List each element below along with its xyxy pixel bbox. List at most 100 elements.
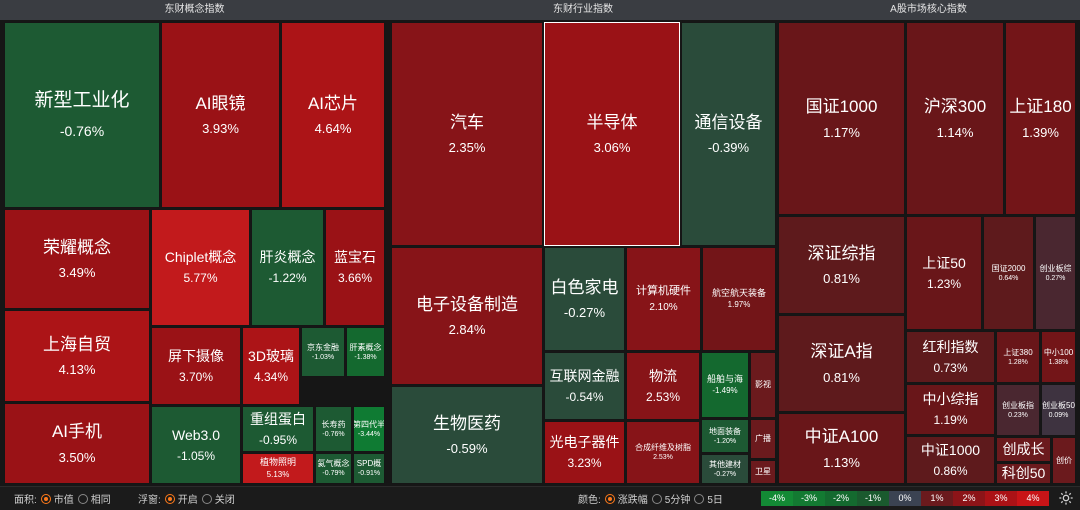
heatmap-tile[interactable]: 创业板综 0.27%: [1035, 216, 1076, 330]
heatmap-tile[interactable]: 电子设备制造 2.84%: [391, 247, 543, 385]
heatmap-tile[interactable]: 上证380 1.28%: [996, 331, 1040, 383]
heatmap-tile[interactable]: 3D玻璃 4.34%: [242, 327, 300, 405]
area-option-market-cap[interactable]: 市值: [53, 495, 74, 506]
tile-change: -0.27%: [563, 305, 606, 321]
bottom-toolbar: 面积: 市值 相同 浮窗: 开启 关闭 颜色: 涨跌幅 5分钟 5日 -4% -3…: [0, 486, 1080, 510]
heatmap-tile[interactable]: 中小100 1.38%: [1041, 331, 1076, 383]
heatmap-tile[interactable]: 荣耀概念 3.49%: [4, 209, 150, 309]
heatmap-tile[interactable]: 沪深300 1.14%: [906, 22, 1004, 215]
panel-title: 东财行业指数: [389, 0, 777, 20]
heatmap-tile[interactable]: SPD概 -0.91%: [353, 453, 385, 484]
tile-name: Chiplet概念: [164, 249, 237, 266]
tile-name: 长寿药: [321, 419, 346, 429]
color-option-change[interactable]: 涨跌幅: [617, 495, 648, 506]
tile-change: 2.84%: [448, 322, 486, 338]
radio-icon[interactable]: [77, 493, 88, 504]
heatmap-tile[interactable]: 汽车 2.35%: [391, 22, 543, 246]
heatmap-tile[interactable]: 新型工业化 -0.76%: [4, 22, 160, 208]
heatmap-tile[interactable]: 肝炎概念 -1.22%: [251, 209, 324, 326]
radio-icon[interactable]: [604, 493, 615, 504]
heatmap-tile[interactable]: AI芯片 4.64%: [281, 22, 385, 208]
tile-change: -1.22%: [268, 271, 307, 286]
heatmap-tile[interactable]: 国证2000 0.64%: [983, 216, 1034, 330]
heatmap-tile[interactable]: 航空航天装备 1.97%: [702, 247, 776, 351]
heatmap-tile[interactable]: 广播: [750, 419, 776, 459]
radio-icon[interactable]: [651, 493, 662, 504]
radio-icon[interactable]: [164, 493, 175, 504]
heatmap-tile[interactable]: 卫星: [750, 460, 776, 484]
heatmap-tile[interactable]: Chiplet概念 5.77%: [151, 209, 250, 326]
heatmap-tile[interactable]: 创成长: [996, 437, 1051, 462]
heatmap-tile[interactable]: 深证综指 0.81%: [778, 216, 905, 314]
heatmap-tile[interactable]: 蓝宝石 3.66%: [325, 209, 385, 326]
color-option-5min[interactable]: 5分钟: [664, 495, 691, 506]
heatmap-tile[interactable]: 其他建材 -0.27%: [701, 454, 749, 484]
tile-change: 3.50%: [58, 449, 96, 465]
float-option-on[interactable]: 开启: [177, 495, 198, 506]
heatmap-tile[interactable]: 生物医药 -0.59%: [391, 386, 543, 484]
gear-icon[interactable]: [1058, 490, 1074, 506]
heatmap-tile[interactable]: 通信设备 -0.39%: [681, 22, 776, 246]
radio-icon[interactable]: [201, 493, 212, 504]
tile-change: -0.95%: [258, 432, 298, 447]
heatmap-tile[interactable]: 创业板50 0.09%: [1041, 384, 1076, 436]
heatmap-tile[interactable]: 上证50 1.23%: [906, 216, 982, 330]
heatmap-tile[interactable]: 氦气概念 -0.79%: [315, 453, 352, 484]
heatmap-tile[interactable]: Web3.0 -1.05%: [151, 406, 241, 484]
radio-icon[interactable]: [694, 493, 705, 504]
heatmap-tile[interactable]: AI眼镜 3.93%: [161, 22, 280, 208]
heatmap-tile[interactable]: 物流 2.53%: [626, 352, 700, 420]
tile-name: 肝炎概念: [259, 249, 316, 266]
heatmap-tile[interactable]: 上海自贸 4.13%: [4, 310, 150, 402]
heatmap-tile[interactable]: 长寿药 -0.76%: [315, 406, 352, 452]
heatmap-tile[interactable]: 船舶与海 -1.49%: [701, 352, 749, 418]
heatmap-tile[interactable]: 深证A指 0.81%: [778, 315, 905, 412]
heatmap-tile[interactable]: 合成纤维及树脂 2.53%: [626, 421, 700, 484]
heatmap-tile[interactable]: 中证A100 1.13%: [778, 413, 905, 484]
heatmap-tile[interactable]: 影视: [750, 352, 776, 418]
heatmap-tile[interactable]: 互联网金融 -0.54%: [544, 352, 625, 420]
heatmap-tile[interactable]: 上证180 1.39%: [1005, 22, 1076, 215]
tile-change: 1.23%: [926, 276, 962, 291]
tile-name: 创业板综: [1039, 263, 1072, 273]
heatmap-tile[interactable]: 中证1000 0.86%: [906, 436, 995, 484]
tile-change: 0.73%: [933, 360, 968, 375]
heatmap-tile[interactable]: 科创50: [996, 463, 1051, 484]
area-option-equal[interactable]: 相同: [90, 495, 111, 506]
heatmap-tile[interactable]: 红利指数 0.73%: [906, 331, 995, 383]
tile-name: 红利指数: [922, 338, 979, 355]
tile-name: 物流: [649, 367, 677, 384]
heatmap-tile[interactable]: 屏下摄像 3.70%: [151, 327, 241, 405]
heatmap-tile[interactable]: 中小综指 1.19%: [906, 384, 995, 435]
tile-name: 中证A100: [804, 427, 879, 447]
tile-change: 3.49%: [58, 265, 96, 281]
tile-name: AI手机: [51, 422, 103, 442]
tile-change: -0.76%: [59, 123, 105, 140]
tile-name: AI芯片: [307, 93, 359, 113]
heatmap-tile[interactable]: 白色家电 -0.27%: [544, 247, 625, 351]
tile-name: 其他建材: [709, 459, 741, 469]
heatmap-tile[interactable]: 第四代半 -3.44%: [353, 406, 385, 452]
heatmap-tile[interactable]: 重组蛋白 -0.95%: [242, 406, 314, 452]
tile-name: 国证1000: [805, 97, 878, 117]
tile-name: 新型工业化: [34, 90, 130, 112]
radio-icon[interactable]: [40, 493, 51, 504]
tile-name: 白色家电: [550, 277, 619, 297]
heatmap-tile[interactable]: 半导体 3.06%: [544, 22, 680, 246]
heatmap-tile[interactable]: AI手机 3.50%: [4, 403, 150, 484]
heatmap-tile[interactable]: 创价: [1052, 437, 1076, 484]
color-option-5day[interactable]: 5日: [707, 495, 723, 506]
heatmap-tile[interactable]: 植物照明 5.13%: [242, 453, 314, 484]
heatmap-tile[interactable]: 创业板指 0.23%: [996, 384, 1040, 436]
tile-name: 荣耀概念: [43, 237, 111, 257]
legend-cell: 3%: [985, 491, 1017, 506]
heatmap-tile[interactable]: 国证1000 1.17%: [778, 22, 905, 215]
tile-change: 5.13%: [266, 469, 290, 479]
heatmap-tile[interactable]: 计算机硬件 2.10%: [626, 247, 701, 351]
heatmap-tile[interactable]: 肝素概念 -1.38%: [346, 327, 385, 377]
float-option-off[interactable]: 关闭: [214, 495, 235, 506]
heatmap-tile[interactable]: 光电子器件 3.23%: [544, 421, 625, 484]
color-legend: -4% -3% -2% -1% 0% 1% 2% 3% 4%: [761, 491, 1049, 506]
heatmap-tile[interactable]: 京东金融 -1.03%: [301, 327, 345, 377]
heatmap-tile[interactable]: 地面装备 -1.20%: [701, 419, 749, 453]
